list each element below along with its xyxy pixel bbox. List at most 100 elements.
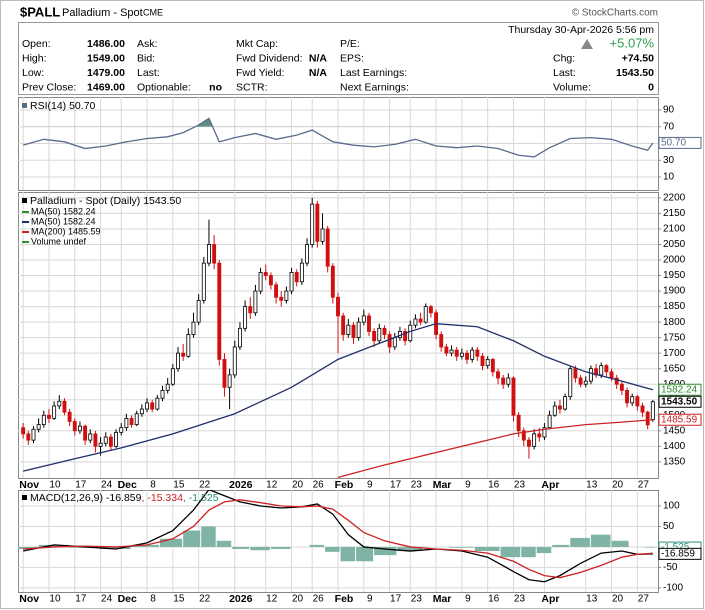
histogram-bar [201, 526, 216, 547]
x-tick-label: 17 [390, 480, 402, 491]
x-tick-label: Nov [19, 593, 39, 605]
x-tick-label: 20 [612, 480, 624, 491]
histogram-bar [536, 546, 552, 554]
source: © StockCharts.com [572, 8, 658, 19]
candle-body [62, 400, 67, 413]
value-tag [658, 383, 702, 396]
x-tick-label: 27 [638, 594, 650, 605]
info-label: P/E: [340, 38, 360, 50]
candle-body [21, 427, 26, 435]
candle-body [511, 377, 516, 416]
info-value: 1543.50 [616, 67, 654, 79]
x-tick-label: 10 [49, 480, 61, 491]
info-value: 0 [648, 81, 654, 93]
line [23, 323, 654, 472]
candle-body [496, 371, 500, 379]
y-tick-label: 1850 [663, 301, 686, 312]
candle-body [521, 430, 526, 441]
plot [22, 117, 654, 158]
info-label: Low: [22, 67, 44, 79]
info-label: Last: [553, 67, 576, 79]
y-tick-label: 2100 [663, 224, 686, 235]
info-label: Fwd Dividend: [236, 52, 303, 64]
info-label: High: [22, 52, 47, 64]
histogram-bar [183, 530, 201, 547]
info-label: Ask: [137, 38, 157, 50]
candle-body [191, 321, 196, 335]
y-tick-label: 1650 [663, 363, 686, 374]
candle-body [403, 331, 408, 342]
line [337, 419, 653, 478]
candle-body [181, 352, 186, 357]
candle-body [465, 352, 469, 360]
y-tick-label: 1950 [663, 270, 686, 281]
legend-label: Volume undef [31, 236, 87, 246]
x-tick-label: 15 [173, 480, 185, 491]
y-tick-label: -50 [663, 562, 678, 573]
info-value: N/A [309, 67, 328, 79]
x-tick-label: 2026 [229, 479, 253, 491]
candle-body [459, 352, 464, 357]
candle-body [341, 315, 346, 335]
candle-body [599, 365, 604, 376]
histogram-bar [340, 546, 356, 562]
x-tick-label: 13 [586, 594, 598, 605]
histogram-bar [250, 546, 270, 551]
histogram-bar [232, 546, 250, 549]
candle-body [305, 244, 309, 264]
value-tag-label: 1543.50 [661, 396, 698, 407]
candle-body [470, 349, 475, 360]
candle-body [77, 425, 82, 432]
info-value: +74.50 [622, 52, 655, 64]
candle-body [573, 368, 578, 379]
x-tick-label: 22 [199, 480, 211, 491]
candle-body [361, 315, 366, 323]
legend-label: MA(50) 1582.24 [31, 216, 96, 226]
x-tick-label: 13 [586, 480, 598, 491]
exchange: CME [143, 7, 163, 17]
x-tick-label: 23 [411, 480, 423, 491]
candle-body [444, 346, 449, 354]
value-tag-label: 1582.24 [661, 384, 698, 395]
x-tick-label: 26 [313, 480, 325, 491]
legend-swatch [22, 198, 27, 203]
x-tick-label: 20 [612, 594, 624, 605]
value-tag [658, 547, 702, 560]
info-box [18, 22, 659, 95]
candle-body [330, 265, 335, 298]
histogram-bar [38, 544, 69, 547]
histogram-bar [474, 546, 500, 552]
y-tick-label: 2050 [663, 239, 686, 250]
candle-body [640, 405, 645, 413]
candle-body [279, 296, 284, 301]
candle-body [413, 318, 418, 326]
x-tick-label: 16 [488, 594, 500, 605]
candle-body [449, 349, 454, 354]
candle-body [501, 377, 506, 385]
x-tick-label: 8 [150, 480, 156, 491]
candle-body [31, 428, 36, 441]
candle-body [160, 390, 165, 399]
histogram-bar [18, 546, 38, 549]
candle-body [635, 396, 640, 407]
candle-body [418, 318, 423, 323]
info-value: 1549.00 [87, 52, 125, 64]
x-tick-label: 24 [101, 480, 113, 491]
candle-body [320, 228, 325, 242]
candle-body [253, 290, 258, 314]
x-tick-label: Dec [118, 593, 137, 605]
info-label: Fwd Yield: [236, 67, 284, 79]
candle-body [139, 408, 144, 415]
candle-body [263, 272, 268, 276]
x-tick-label: 22 [199, 594, 211, 605]
candle-body [289, 272, 294, 292]
info-label: SCTR: [236, 81, 268, 93]
histogram-bar [325, 546, 340, 552]
legend: MACD(12,26,9) -16.859, -15.334, -1.525 [30, 492, 219, 504]
candle-body [176, 352, 180, 370]
candle-body [367, 315, 371, 332]
histogram-bar [216, 540, 232, 547]
histogram-bar [448, 546, 474, 548]
candle-body [52, 405, 57, 419]
info-label: Open: [22, 38, 51, 50]
